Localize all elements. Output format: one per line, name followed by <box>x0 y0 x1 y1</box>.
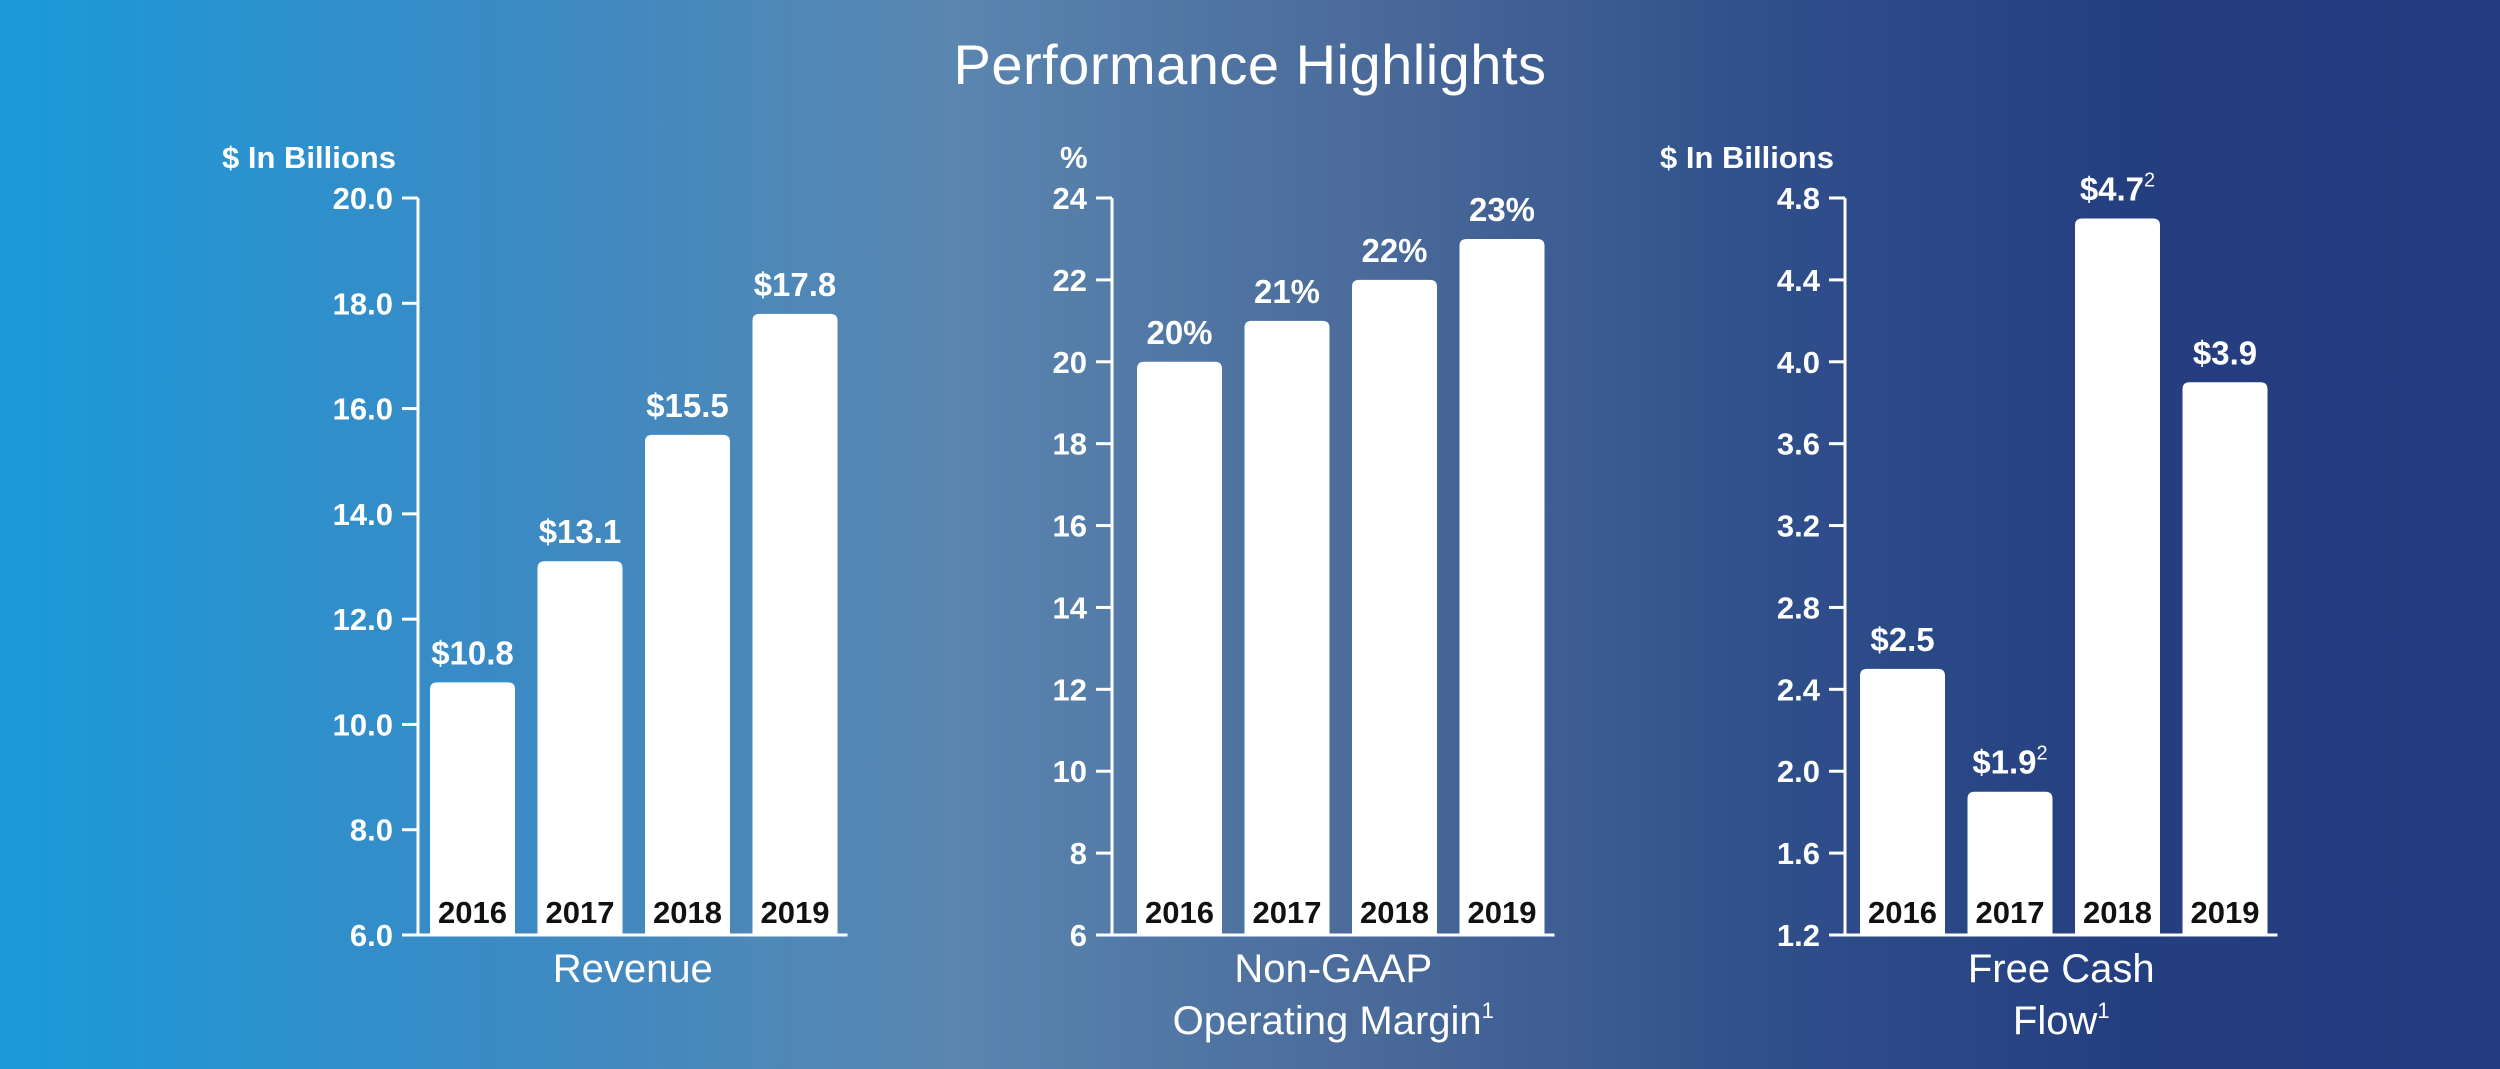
data-label: 21% <box>1254 273 1320 310</box>
category-label: 2017 <box>546 895 615 930</box>
bar-2016 <box>430 682 515 935</box>
y-tick-label: 3.6 <box>1777 427 1820 462</box>
bar-2017 <box>1967 791 2053 935</box>
y-tick-label: 16 <box>1053 509 1087 544</box>
data-label: 20% <box>1146 314 1212 351</box>
y-tick-label: 18 <box>1053 427 1087 462</box>
y-tick-label: 20.0 <box>333 181 393 216</box>
page-title: Performance Highlights <box>953 33 1547 96</box>
y-tick-label: 24 <box>1053 181 1088 216</box>
y-tick-label: 2.4 <box>1777 672 1821 707</box>
y-tick-label: 1.2 <box>1777 918 1820 953</box>
y-tick-label: 2.0 <box>1777 754 1820 789</box>
bar-2016 <box>1860 668 1945 935</box>
y-tick-label: 6.0 <box>350 918 393 953</box>
bar-2019 <box>752 313 838 935</box>
category-label: 2018 <box>653 895 722 930</box>
y-tick-label: 2.8 <box>1777 590 1820 625</box>
category-label: 2016 <box>1868 895 1937 930</box>
data-label: $13.1 <box>539 513 622 550</box>
category-label: 2017 <box>1976 895 2045 930</box>
chart-2: % 6 8 10 12 14 16 18 20 22 24 20% 2016 21% 2017 22% 2018… <box>1053 140 1555 1043</box>
data-label: $4.72 <box>2080 169 2155 207</box>
data-label: $15.5 <box>646 387 729 424</box>
y-tick-label: 4.8 <box>1777 181 1820 216</box>
data-label: $1.92 <box>1972 743 2047 781</box>
data-label: $3.9 <box>2193 334 2257 371</box>
chart-title: Non-GAAP <box>1234 947 1432 991</box>
data-label: $17.8 <box>754 266 837 303</box>
bar-2018 <box>1352 279 1437 935</box>
category-label: 2019 <box>761 895 830 930</box>
y-tick-label: 10 <box>1053 754 1087 789</box>
category-label: 2019 <box>1468 895 1537 930</box>
y-tick-label: 22 <box>1053 263 1087 298</box>
data-label: $10.8 <box>431 634 514 671</box>
y-tick-label: 4.0 <box>1777 345 1820 380</box>
chart-title: Revenue <box>553 947 713 991</box>
chart-title: Operating Margin1 <box>1173 998 1494 1043</box>
bar-2019 <box>2182 382 2268 935</box>
category-label: 2018 <box>2083 895 2152 930</box>
y-tick-label: 10.0 <box>333 707 393 742</box>
y-tick-label: 14 <box>1053 590 1088 625</box>
bar-2019 <box>1459 238 1545 935</box>
y-tick-label: 18.0 <box>333 286 393 321</box>
y-tick-label: 12 <box>1053 672 1087 707</box>
category-label: 2016 <box>438 895 507 930</box>
bar-2017 <box>537 561 623 935</box>
data-label: 22% <box>1361 232 1427 269</box>
y-tick-label: 4.4 <box>1777 263 1821 298</box>
y-tick-label: 14.0 <box>333 497 393 532</box>
bar-2017 <box>1244 320 1330 935</box>
category-label: 2017 <box>1253 895 1322 930</box>
chart-title: Free Cash <box>1968 947 2155 991</box>
y-tick-label: 16.0 <box>333 392 393 427</box>
unit-label: $ In Billions <box>222 140 396 175</box>
bar-2018 <box>2075 218 2160 935</box>
chart-title: Flow1 <box>2013 998 2110 1043</box>
bar-2018 <box>645 434 730 935</box>
y-tick-label: 1.6 <box>1777 836 1820 871</box>
category-label: 2018 <box>1360 895 1429 930</box>
chart-1: $ In Billions 6.0 8.0 10.0 12.0 14.0 16.0 18.0 2… <box>222 140 848 991</box>
unit-label: $ In Billions <box>1660 140 1834 175</box>
data-label: 23% <box>1469 191 1535 228</box>
y-tick-label: 20 <box>1053 345 1087 380</box>
y-tick-label: 12.0 <box>333 602 393 637</box>
category-label: 2016 <box>1145 895 1214 930</box>
y-tick-label: 8.0 <box>350 813 393 848</box>
category-label: 2019 <box>2191 895 2260 930</box>
y-tick-label: 8 <box>1070 836 1087 871</box>
y-tick-label: 6 <box>1070 918 1087 953</box>
y-tick-label: 3.2 <box>1777 509 1820 544</box>
chart-3: $ In Billions 1.2 1.6 2.0 2.4 2.8 3.2 3.6 4.0 4.4… <box>1660 140 2278 1043</box>
data-label: $2.5 <box>1870 621 1934 658</box>
unit-label: % <box>1060 140 1088 175</box>
bar-2016 <box>1137 361 1222 935</box>
